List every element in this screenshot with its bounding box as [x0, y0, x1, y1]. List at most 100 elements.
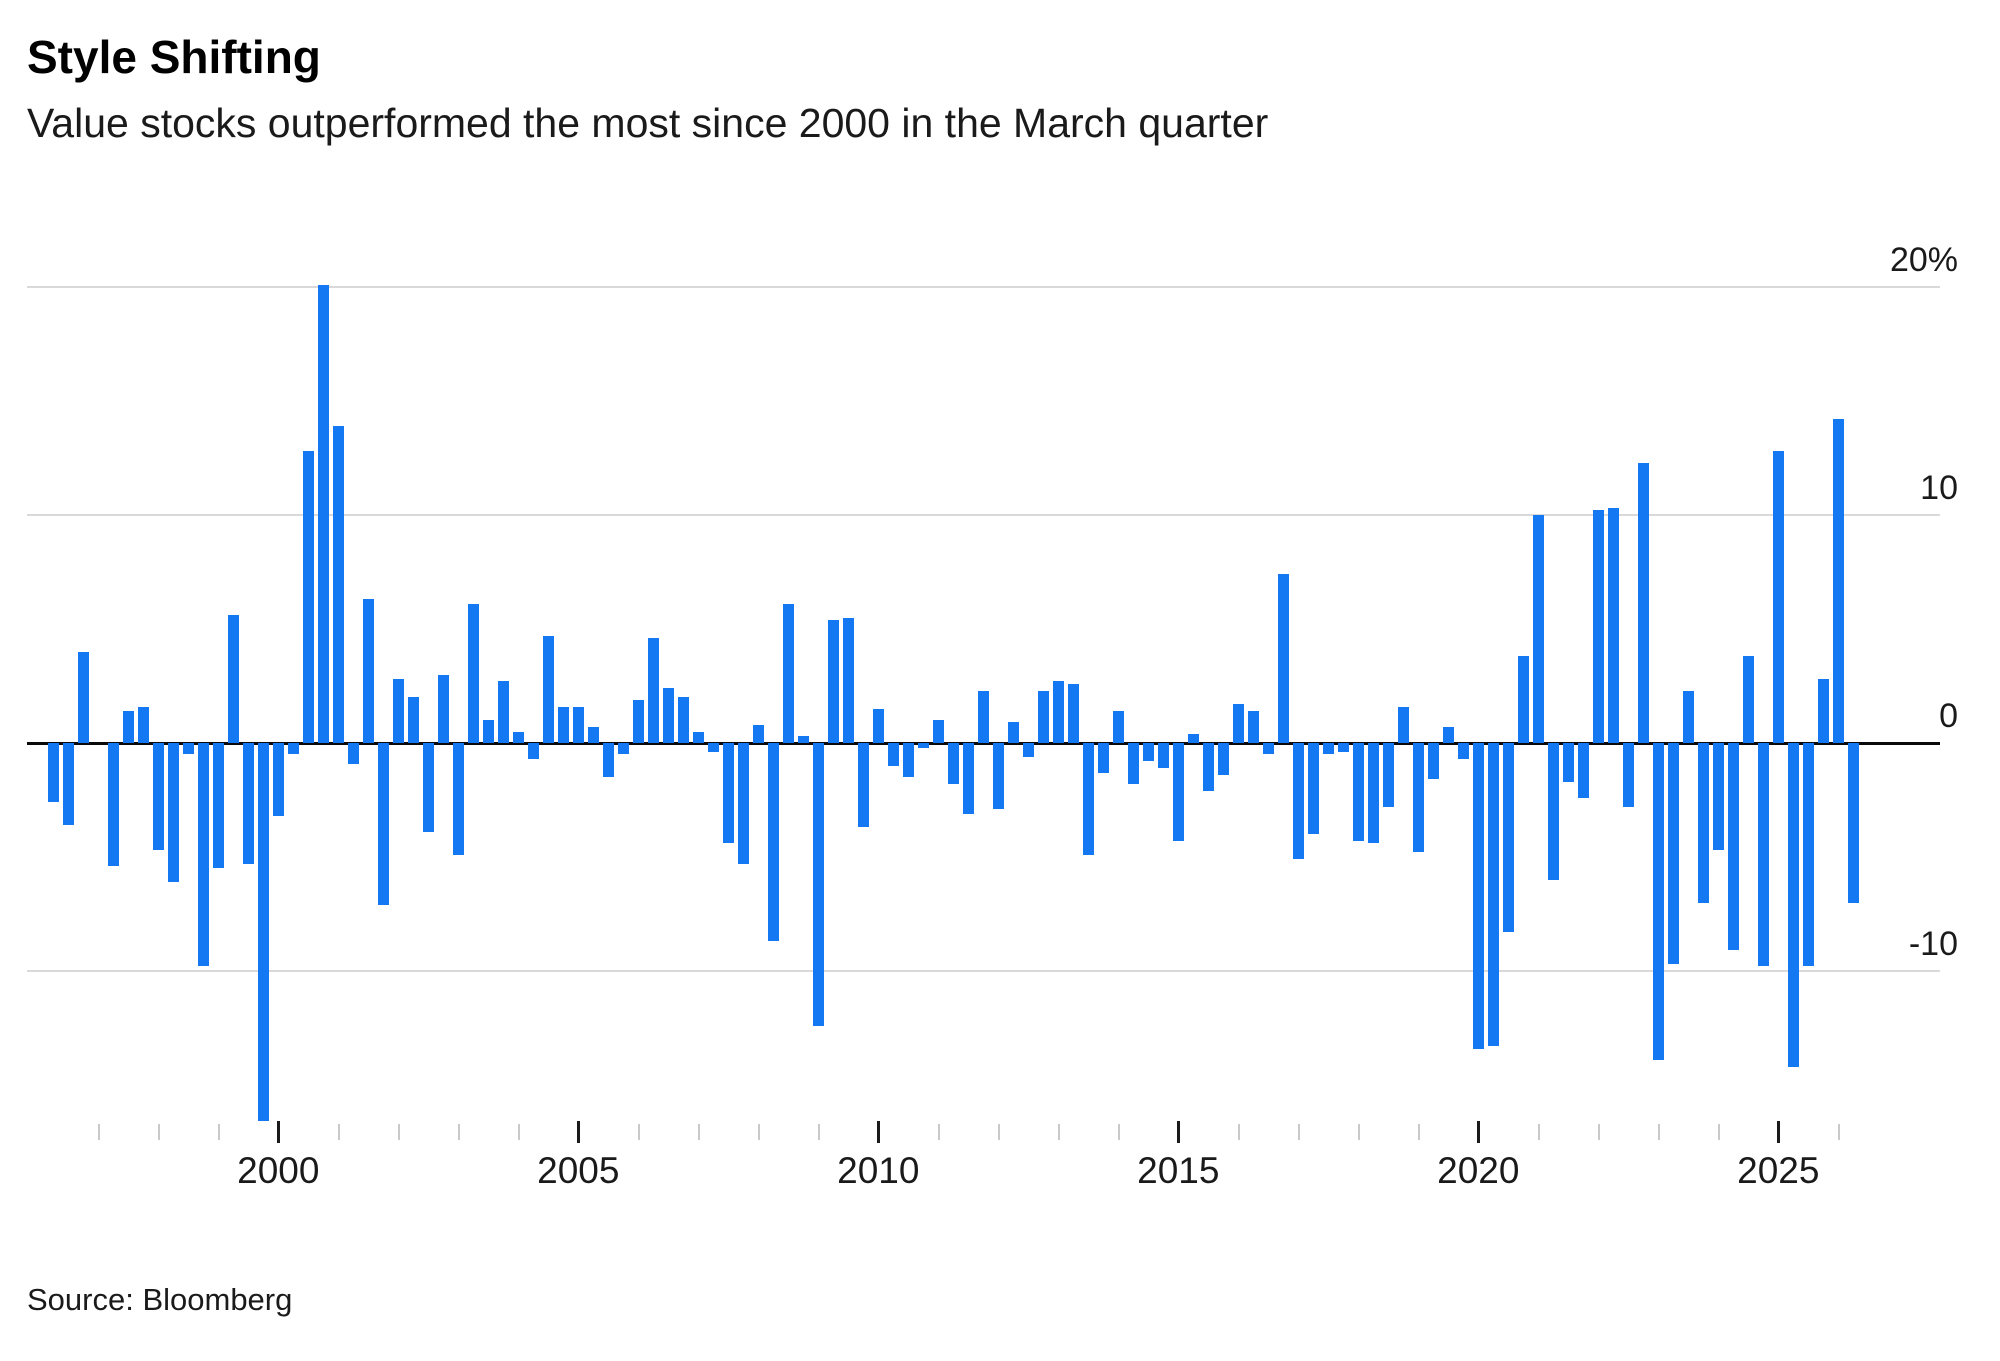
chart-bar-2017Q3	[1322, 743, 1334, 755]
x-axis-label-2000: 2000	[237, 1150, 320, 1191]
x-tick-minor-2008	[758, 1124, 761, 1140]
chart-bar-2013Q3	[1082, 743, 1094, 855]
chart-bar-2001Q4	[377, 743, 389, 905]
chart-bar-2020Q3	[1502, 743, 1514, 933]
x-tick-major-2020	[1477, 1121, 1481, 1143]
chart-subtitle: Value stocks outperformed the most since…	[27, 100, 1269, 146]
chart-bar-2013Q2	[1067, 683, 1079, 743]
chart-bar-2007Q1	[692, 731, 704, 743]
x-tick-major-2010	[877, 1121, 881, 1143]
chart-bar-1998Q4	[197, 743, 209, 967]
chart-bar-2015Q3	[1202, 743, 1214, 791]
chart-bar-2023Q4	[1697, 743, 1709, 903]
x-tick-major-2000	[277, 1121, 281, 1143]
chart-bar-2022Q3	[1622, 743, 1634, 807]
chart-bar-2025Q2	[1787, 743, 1799, 1067]
chart-bar-2010Q4	[917, 743, 929, 748]
chart-bar-2012Q3	[1022, 743, 1034, 757]
gridline--10	[27, 970, 1940, 972]
x-tick-minor-2004	[518, 1124, 521, 1140]
chart-bar-2007Q3	[722, 743, 734, 844]
chart-bar-2008Q4	[797, 736, 809, 743]
chart-bar-2017Q4	[1337, 743, 1349, 753]
chart-bar-1997Q4	[137, 706, 149, 743]
x-tick-minor-2016	[1238, 1124, 1241, 1140]
chart-bar-1996Q4	[77, 651, 89, 743]
chart-bar-2025Q4	[1817, 679, 1829, 743]
chart-bar-1997Q3	[122, 711, 134, 743]
chart-bar-2015Q2	[1187, 733, 1199, 743]
chart-bar-2019Q2	[1427, 743, 1439, 780]
chart-bar-2024Q4	[1757, 743, 1769, 967]
x-tick-minor-2001	[338, 1124, 341, 1140]
gridline-10	[27, 514, 1940, 516]
chart-bar-2005Q4	[617, 743, 629, 755]
chart-bar-2024Q1	[1712, 743, 1724, 851]
chart-bar-2008Q2	[767, 743, 779, 942]
chart-bar-2026Q1	[1832, 419, 1844, 743]
x-tick-minor-1997	[98, 1124, 101, 1140]
chart-bar-2010Q1	[872, 708, 884, 743]
chart-bar-2003Q4	[497, 681, 509, 743]
source-credit: Source: Bloomberg	[27, 1282, 293, 1317]
chart-bar-2011Q4	[977, 690, 989, 743]
chart-bar-2007Q2	[707, 743, 719, 753]
chart-bar-2012Q2	[1007, 722, 1019, 743]
chart-bar-2003Q2	[467, 603, 479, 743]
chart-bar-2008Q3	[782, 603, 794, 743]
chart-bar-2004Q3	[542, 635, 554, 743]
chart-bar-1996Q3	[62, 743, 74, 826]
chart-bar-2005Q2	[587, 727, 599, 743]
chart-bar-2018Q1	[1352, 743, 1364, 842]
chart-title: Style Shifting	[27, 31, 321, 83]
chart-bar-2022Q1	[1592, 510, 1604, 743]
chart-bar-2021Q4	[1577, 743, 1589, 798]
chart-bar-2000Q3	[302, 451, 314, 743]
chart-bar-2014Q1	[1112, 711, 1124, 743]
chart-bar-2017Q2	[1307, 743, 1319, 835]
chart-bar-2006Q4	[677, 697, 689, 743]
chart-bar-2000Q1	[272, 743, 284, 816]
chart-bar-1999Q3	[242, 743, 254, 864]
chart-bar-2001Q2	[347, 743, 359, 764]
x-tick-minor-2018	[1358, 1124, 1361, 1140]
x-axis-label-2010: 2010	[837, 1150, 920, 1191]
x-axis-label-2005: 2005	[537, 1150, 620, 1191]
chart-bar-2023Q3	[1682, 690, 1694, 743]
x-tick-minor-2017	[1298, 1124, 1301, 1140]
chart-bar-2016Q4	[1277, 574, 1289, 743]
y-axis-label-0: 0	[1939, 697, 1958, 735]
chart-bar-2013Q1	[1052, 681, 1064, 743]
chart-bar-2009Q1	[812, 743, 824, 1026]
chart-bar-2014Q4	[1157, 743, 1169, 769]
chart-bar-2007Q4	[737, 743, 749, 864]
chart-bar-2010Q3	[902, 743, 914, 778]
x-tick-minor-1998	[158, 1124, 161, 1140]
chart-bar-2011Q2	[947, 743, 959, 785]
x-tick-minor-2022	[1598, 1124, 1601, 1140]
y-axis-label-10: 10	[1920, 469, 1958, 507]
chart-bar-2016Q3	[1262, 743, 1274, 755]
x-tick-minor-2023	[1658, 1124, 1661, 1140]
chart-bar-2004Q2	[527, 743, 539, 759]
y-axis-label--10: -10	[1908, 925, 1958, 963]
x-tick-minor-2013	[1058, 1124, 1061, 1140]
chart-bar-2000Q4	[317, 284, 329, 743]
chart-bar-1997Q2	[107, 743, 119, 867]
x-tick-major-2005	[577, 1121, 581, 1143]
chart-bar-1998Q2	[167, 743, 179, 883]
chart-bar-2012Q1	[992, 743, 1004, 810]
x-tick-minor-2024	[1718, 1124, 1721, 1140]
chart-bar-2014Q3	[1142, 743, 1154, 762]
x-tick-major-2025	[1777, 1121, 1781, 1143]
x-tick-minor-2011	[938, 1124, 941, 1140]
chart-bar-1998Q1	[152, 743, 164, 851]
chart-bar-2005Q1	[572, 706, 584, 743]
chart-bar-2012Q4	[1037, 690, 1049, 743]
x-tick-minor-2019	[1418, 1124, 1421, 1140]
chart-bar-2000Q2	[287, 743, 299, 755]
chart-bar-2015Q1	[1172, 743, 1184, 842]
chart-bar-2025Q1	[1772, 451, 1784, 743]
chart-bar-2002Q3	[422, 743, 434, 832]
